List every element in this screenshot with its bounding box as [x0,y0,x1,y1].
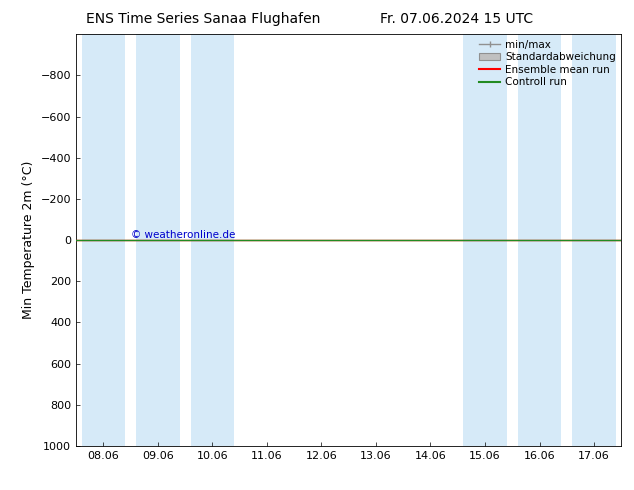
Text: Fr. 07.06.2024 15 UTC: Fr. 07.06.2024 15 UTC [380,12,533,26]
Text: ENS Time Series Sanaa Flughafen: ENS Time Series Sanaa Flughafen [86,12,320,26]
Bar [191,34,234,446]
Legend: min/max, Standardabweichung, Ensemble mean run, Controll run: min/max, Standardabweichung, Ensemble me… [477,37,618,89]
Bar [136,34,179,446]
Bar [518,34,561,446]
Bar [463,34,507,446]
Y-axis label: Min Temperature 2m (°C): Min Temperature 2m (°C) [22,161,35,319]
Bar [82,34,125,446]
Bar [573,34,616,446]
Text: © weatheronline.de: © weatheronline.de [131,230,235,240]
